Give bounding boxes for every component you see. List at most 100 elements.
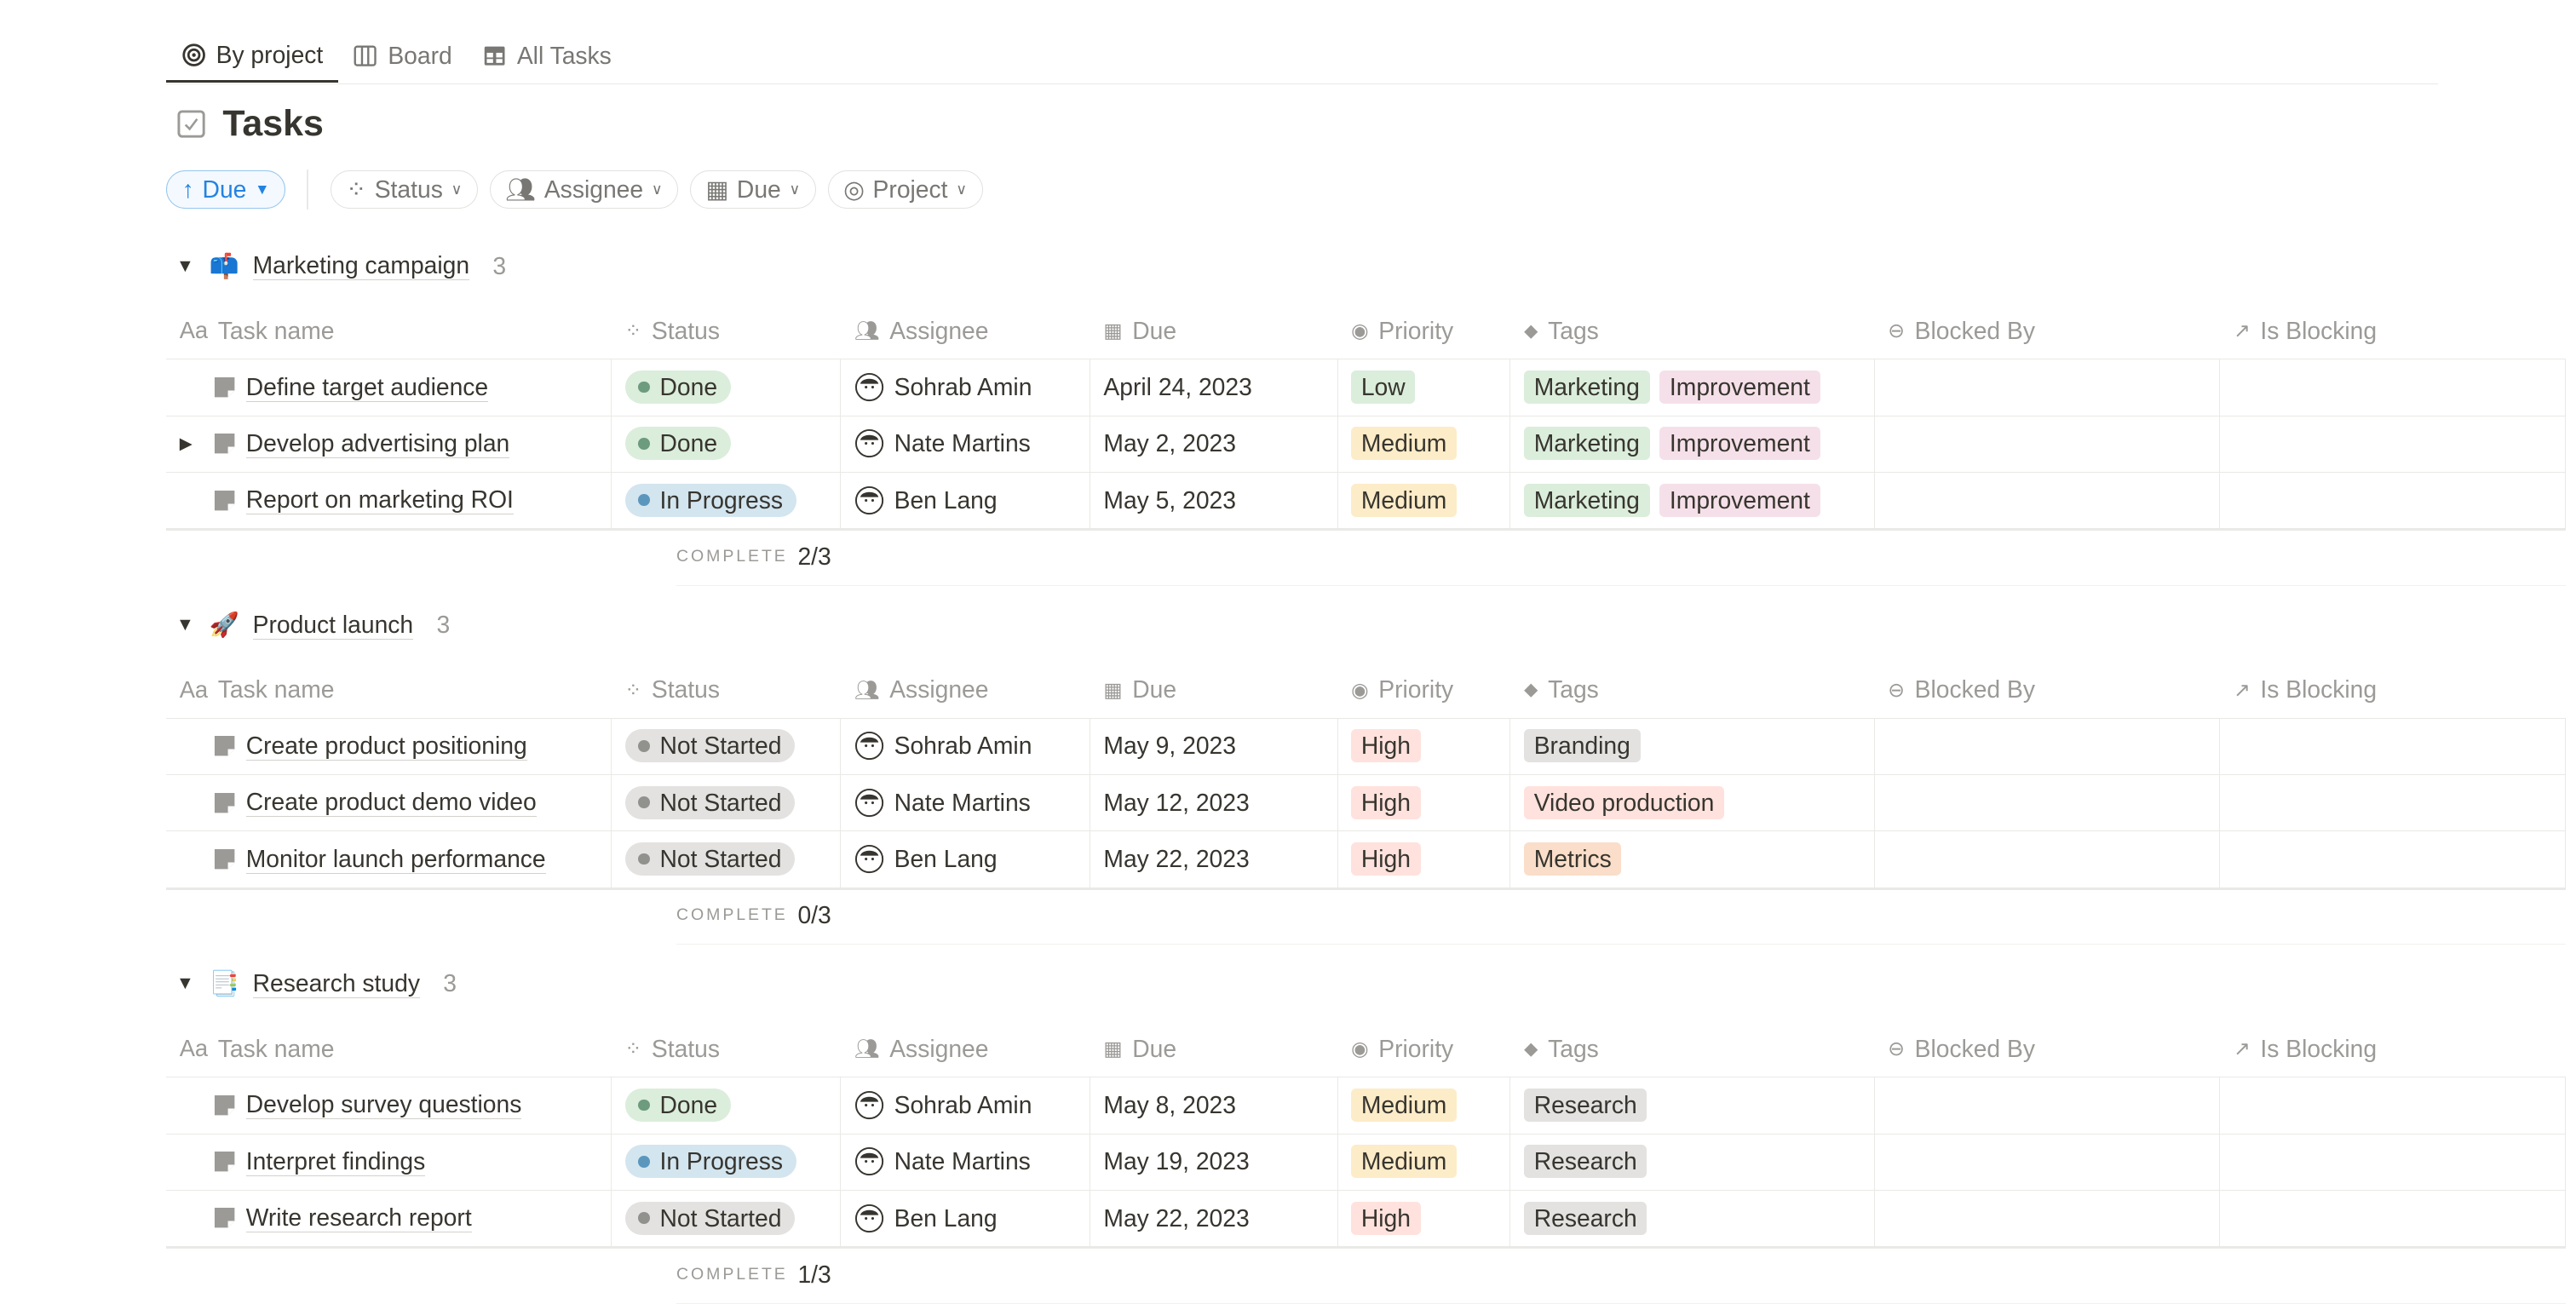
expand-triangle-icon[interactable]: ▶	[179, 434, 193, 453]
blocked-by-cell[interactable]	[1875, 830, 2221, 888]
filter-due[interactable]: ▦ Due ∨	[689, 169, 816, 209]
group-header[interactable]: ▼ 🚀 Product launch 3	[176, 605, 450, 645]
tag-badge[interactable]: Improvement	[1659, 483, 1820, 517]
priority-badge[interactable]: Medium	[1351, 1088, 1458, 1122]
column-header[interactable]: ↗ Is Blocking	[2234, 316, 2378, 344]
priority-badge[interactable]: High	[1351, 729, 1421, 763]
tag-badge[interactable]: Research	[1524, 1201, 1647, 1235]
column-header[interactable]: ↗ Is Blocking	[2234, 675, 2378, 704]
due-date[interactable]: May 19, 2023	[1103, 1147, 1250, 1175]
due-date[interactable]: May 22, 2023	[1103, 845, 1250, 873]
assignee-name[interactable]: Sohrab Amin	[894, 373, 1032, 401]
column-header[interactable]: ▦ Due	[1103, 316, 1177, 344]
filter-project[interactable]: ◎ Project ∨	[827, 169, 983, 209]
priority-badge[interactable]: High	[1351, 842, 1421, 876]
blocked-by-cell[interactable]	[1875, 1133, 2221, 1190]
due-date[interactable]: May 12, 2023	[1103, 788, 1250, 816]
assignee-name[interactable]: Ben Lang	[894, 845, 998, 873]
column-header[interactable]: ⁘ Status	[624, 1034, 721, 1062]
is-blocking-cell[interactable]	[2220, 415, 2567, 473]
tab-by-project[interactable]: By project	[166, 30, 338, 83]
table-row[interactable]: Interpret findings In Progress Nate Martin…	[166, 1133, 2567, 1191]
is-blocking-cell[interactable]	[2220, 717, 2567, 775]
collapse-triangle-icon[interactable]: ▼	[175, 255, 195, 276]
tag-badge[interactable]: Improvement	[1659, 371, 1820, 405]
priority-badge[interactable]: High	[1351, 1201, 1421, 1235]
status-badge[interactable]: In Progress	[624, 483, 796, 517]
column-header[interactable]: Aa Task name	[179, 1034, 335, 1062]
is-blocking-cell[interactable]	[2220, 1133, 2567, 1190]
status-badge[interactable]: Not Started	[624, 842, 796, 876]
priority-badge[interactable]: Low	[1351, 371, 1416, 405]
tag-badge[interactable]: Branding	[1524, 729, 1641, 763]
task-name[interactable]: Write research report	[245, 1203, 472, 1233]
column-header[interactable]: 👥︎ Assignee	[854, 1034, 989, 1062]
status-badge[interactable]: Not Started	[624, 1201, 796, 1235]
column-header[interactable]: ▦ Due	[1103, 1034, 1177, 1062]
due-date[interactable]: May 2, 2023	[1103, 429, 1236, 457]
column-header[interactable]: 👥︎ Assignee	[854, 675, 989, 704]
due-date[interactable]: May 8, 2023	[1103, 1090, 1236, 1118]
blocked-by-cell[interactable]	[1875, 717, 2221, 775]
tag-badge[interactable]: Video production	[1524, 785, 1725, 819]
assignee-name[interactable]: Nate Martins	[894, 429, 1031, 457]
tag-badge[interactable]: Marketing	[1524, 371, 1650, 405]
is-blocking-cell[interactable]	[2220, 830, 2567, 888]
is-blocking-cell[interactable]	[2220, 1077, 2567, 1134]
column-header[interactable]: Aa Task name	[179, 316, 335, 344]
column-header[interactable]: ◉ Priority	[1351, 316, 1454, 344]
column-header[interactable]: ◉ Priority	[1351, 1034, 1454, 1062]
group-header[interactable]: ▼ 📑 Research study 3	[176, 964, 457, 1004]
column-header[interactable]: ◉ Priority	[1351, 675, 1454, 704]
status-badge[interactable]: Done	[624, 1088, 731, 1122]
due-date[interactable]: May 22, 2023	[1103, 1203, 1250, 1232]
due-date[interactable]: May 5, 2023	[1103, 485, 1236, 514]
group-header[interactable]: ▼ 📫 Marketing campaign 3	[176, 246, 506, 286]
assignee-name[interactable]: Nate Martins	[894, 788, 1031, 816]
blocked-by-cell[interactable]	[1875, 415, 2221, 473]
task-name[interactable]: Create product demo video	[245, 788, 537, 818]
task-name[interactable]: Monitor launch performance	[245, 844, 546, 874]
priority-badge[interactable]: Medium	[1351, 483, 1458, 517]
priority-badge[interactable]: Medium	[1351, 427, 1458, 461]
column-header[interactable]: ⁘ Status	[624, 675, 721, 704]
status-badge[interactable]: Not Started	[624, 729, 796, 763]
due-date[interactable]: May 9, 2023	[1103, 732, 1236, 760]
column-header[interactable]: ⬥ Tags	[1524, 1034, 1599, 1062]
group-name[interactable]: Marketing campaign	[252, 251, 470, 281]
column-header[interactable]: ⬥ Tags	[1524, 675, 1599, 704]
tag-badge[interactable]: Research	[1524, 1145, 1647, 1179]
status-badge[interactable]: Not Started	[624, 785, 796, 819]
assignee-name[interactable]: Sohrab Amin	[894, 1090, 1032, 1118]
due-date[interactable]: April 24, 2023	[1103, 373, 1252, 401]
table-row[interactable]: Monitor launch performance Not Started Ben…	[166, 830, 2567, 890]
task-name[interactable]: Define target audience	[245, 372, 489, 402]
table-row[interactable]: Create product positioning Not Started Soh…	[166, 717, 2567, 776]
assignee-name[interactable]: Nate Martins	[894, 1147, 1031, 1175]
table-row[interactable]: Write research report Not Started Ben Lang…	[166, 1189, 2567, 1249]
filter-assignee[interactable]: 👥︎ Assignee ∨	[489, 169, 679, 209]
column-header[interactable]: 👥︎ Assignee	[854, 316, 989, 344]
status-badge[interactable]: Done	[624, 427, 731, 461]
assignee-name[interactable]: Ben Lang	[894, 1203, 998, 1232]
blocked-by-cell[interactable]	[1875, 774, 2221, 831]
blocked-by-cell[interactable]	[1875, 1077, 2221, 1134]
column-header[interactable]: ⁘ Status	[624, 316, 721, 344]
sort-due-button[interactable]: ↑ Due ▼	[166, 169, 286, 209]
status-badge[interactable]: In Progress	[624, 1145, 796, 1179]
column-header[interactable]: ⊖ Blocked By	[1888, 316, 2035, 344]
blocked-by-cell[interactable]	[1875, 472, 2221, 529]
task-name[interactable]: Interpret findings	[245, 1146, 426, 1176]
tag-badge[interactable]: Marketing	[1524, 427, 1650, 461]
is-blocking-cell[interactable]	[2220, 472, 2567, 529]
assignee-name[interactable]: Sohrab Amin	[894, 732, 1032, 760]
column-header[interactable]: ⊖ Blocked By	[1888, 1034, 2035, 1062]
task-name[interactable]: Report on marketing ROI	[245, 485, 514, 515]
tag-badge[interactable]: Metrics	[1524, 842, 1622, 876]
blocked-by-cell[interactable]	[1875, 359, 2221, 416]
table-row[interactable]: Define target audience Done Sohrab Amin Apr…	[166, 359, 2567, 416]
table-row[interactable]: Develop survey questions Done Sohrab Amin M…	[166, 1077, 2567, 1135]
column-header[interactable]: ⊖ Blocked By	[1888, 675, 2035, 704]
tag-badge[interactable]: Research	[1524, 1088, 1647, 1122]
task-name[interactable]: Develop advertising plan	[245, 428, 510, 458]
